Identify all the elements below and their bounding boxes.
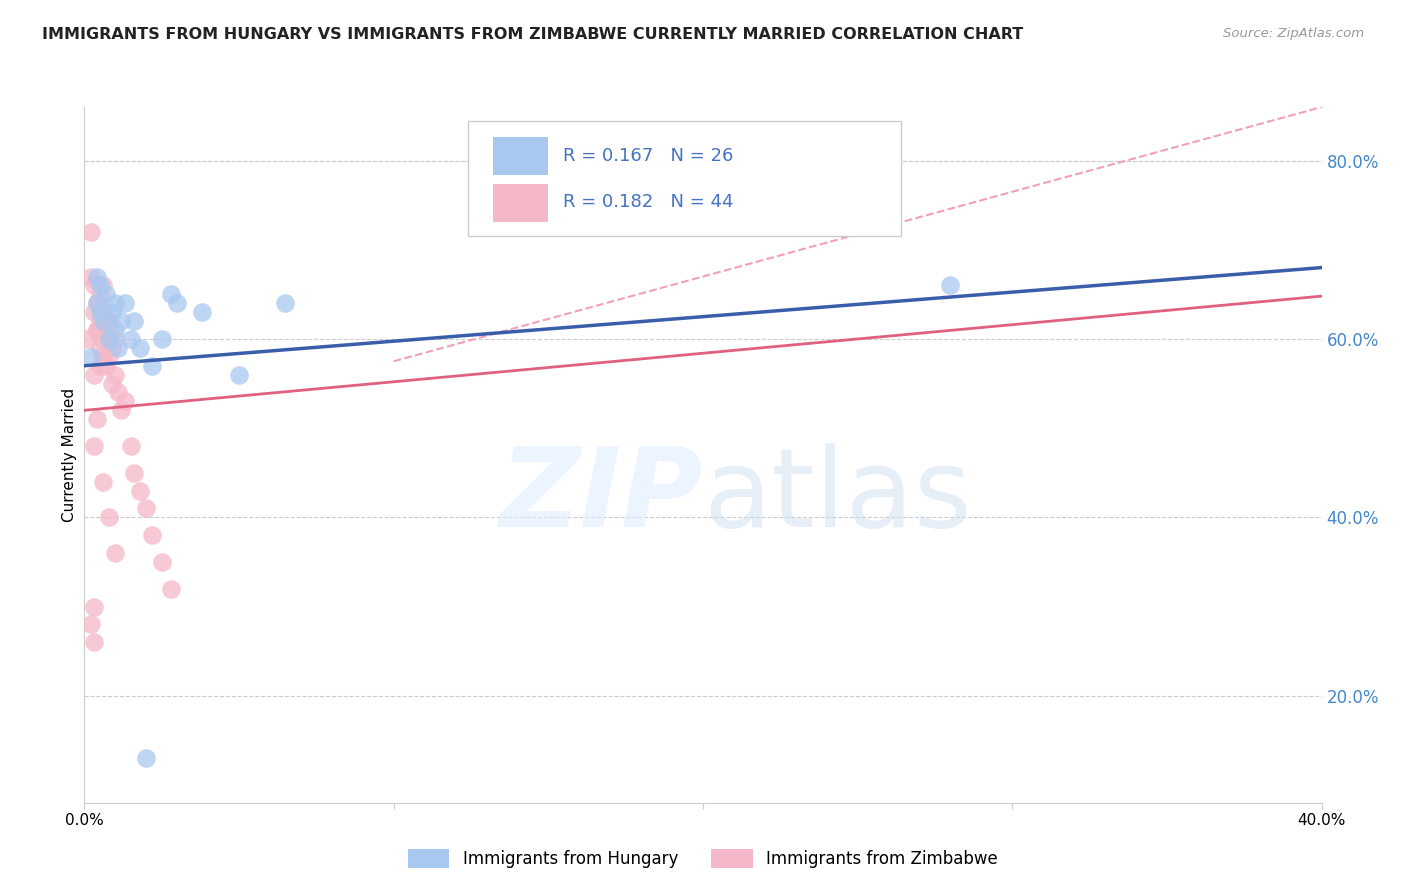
- Point: [129, 341, 152, 355]
- Point: [166, 296, 188, 310]
- Point: [107, 385, 129, 400]
- Point: [110, 314, 132, 328]
- Point: [89, 341, 111, 355]
- Point: [83, 635, 105, 649]
- Point: [939, 278, 962, 293]
- Point: [86, 269, 108, 284]
- Point: [91, 350, 114, 364]
- Point: [274, 296, 297, 310]
- Point: [86, 412, 108, 426]
- Point: [89, 278, 111, 293]
- Text: ZIP: ZIP: [499, 443, 703, 550]
- Point: [101, 305, 124, 319]
- FancyBboxPatch shape: [468, 121, 901, 235]
- Point: [89, 305, 111, 319]
- Point: [79, 269, 101, 284]
- Point: [114, 394, 136, 409]
- Point: [104, 546, 127, 560]
- Point: [89, 314, 111, 328]
- Point: [94, 359, 117, 373]
- Point: [160, 582, 183, 596]
- Point: [86, 296, 108, 310]
- FancyBboxPatch shape: [492, 184, 548, 222]
- Point: [98, 332, 121, 346]
- Point: [141, 359, 163, 373]
- Point: [94, 323, 117, 337]
- Point: [79, 350, 101, 364]
- Point: [86, 323, 108, 337]
- FancyBboxPatch shape: [492, 137, 548, 175]
- Point: [129, 483, 152, 498]
- Point: [91, 305, 114, 319]
- Point: [91, 314, 114, 328]
- Point: [83, 599, 105, 614]
- Point: [83, 368, 105, 382]
- Point: [110, 403, 132, 417]
- Point: [135, 751, 157, 765]
- Point: [79, 225, 101, 239]
- Point: [91, 475, 114, 489]
- Point: [135, 501, 157, 516]
- Point: [120, 332, 142, 346]
- Point: [160, 287, 183, 301]
- Point: [86, 323, 108, 337]
- Y-axis label: Currently Married: Currently Married: [62, 388, 77, 522]
- Point: [98, 510, 121, 524]
- Point: [98, 314, 121, 328]
- Text: R = 0.182   N = 44: R = 0.182 N = 44: [564, 194, 734, 211]
- Point: [191, 305, 214, 319]
- Point: [122, 466, 145, 480]
- Point: [141, 528, 163, 542]
- Point: [104, 296, 127, 310]
- Point: [228, 368, 250, 382]
- Point: [91, 278, 114, 293]
- Point: [98, 350, 121, 364]
- Point: [114, 296, 136, 310]
- Point: [89, 359, 111, 373]
- Point: [101, 341, 124, 355]
- Legend: Immigrants from Hungary, Immigrants from Zimbabwe: Immigrants from Hungary, Immigrants from…: [401, 842, 1005, 875]
- Point: [83, 305, 105, 319]
- Point: [122, 314, 145, 328]
- Text: IMMIGRANTS FROM HUNGARY VS IMMIGRANTS FROM ZIMBABWE CURRENTLY MARRIED CORRELATIO: IMMIGRANTS FROM HUNGARY VS IMMIGRANTS FR…: [42, 27, 1024, 42]
- Point: [83, 439, 105, 453]
- Point: [101, 376, 124, 391]
- Point: [86, 296, 108, 310]
- Point: [104, 368, 127, 382]
- Point: [104, 323, 127, 337]
- Point: [107, 341, 129, 355]
- Point: [76, 332, 98, 346]
- Point: [91, 332, 114, 346]
- Point: [83, 278, 105, 293]
- Text: Source: ZipAtlas.com: Source: ZipAtlas.com: [1223, 27, 1364, 40]
- Point: [104, 332, 127, 346]
- Point: [150, 332, 173, 346]
- Text: atlas: atlas: [703, 443, 972, 550]
- Text: R = 0.167   N = 26: R = 0.167 N = 26: [564, 147, 734, 165]
- Point: [94, 314, 117, 328]
- Point: [89, 287, 111, 301]
- Point: [79, 617, 101, 632]
- Point: [94, 287, 117, 301]
- Point: [150, 555, 173, 569]
- Point: [120, 439, 142, 453]
